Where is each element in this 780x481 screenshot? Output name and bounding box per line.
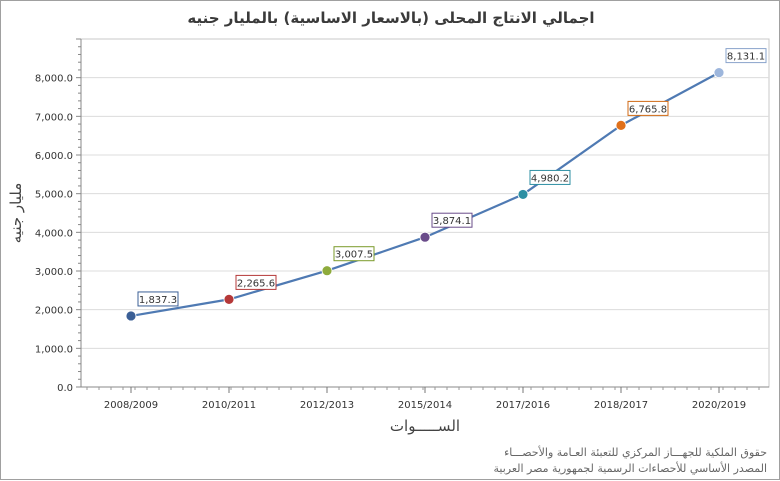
data-label-box bbox=[137, 291, 179, 307]
data-label: 8,131.1 bbox=[727, 52, 765, 63]
data-point bbox=[713, 67, 725, 78]
source-line-2: المصدر الأساسي للأحصاءات الرسمية لجمهوري… bbox=[493, 461, 767, 475]
data-label-box bbox=[235, 274, 277, 290]
data-label: 6,765.8 bbox=[629, 104, 667, 115]
y-tick-label: 3,000.0 bbox=[35, 267, 73, 278]
data-label: 3,874.1 bbox=[433, 216, 471, 227]
x-tick-label: 2020/2019 bbox=[692, 400, 746, 411]
data-label-box bbox=[333, 246, 375, 262]
axes bbox=[76, 38, 769, 393]
y-tick-labels: 0.0 1,000.0 2,000.0 3,000.0 4,000.0 5,000.0 6,… bbox=[35, 74, 73, 394]
y-tick-label: 6,000.0 bbox=[35, 151, 73, 162]
plot-area bbox=[80, 38, 770, 388]
y-tick-label: 5,000.0 bbox=[35, 190, 73, 201]
x-tick-label: 2012/2013 bbox=[300, 400, 354, 411]
data-point bbox=[419, 231, 431, 243]
x-tick-label: 2010/2011 bbox=[202, 400, 256, 411]
data-point bbox=[125, 310, 137, 322]
y-tick-label: 7,000.0 bbox=[35, 112, 73, 123]
data-label-box bbox=[529, 169, 571, 185]
data-point bbox=[517, 189, 529, 200]
data-label: 4,980.2 bbox=[531, 173, 569, 184]
x-tick-label: 2017/2016 bbox=[496, 400, 550, 411]
y-tick-label: 8,000.0 bbox=[35, 74, 73, 85]
data-label: 2,265.6 bbox=[237, 278, 275, 289]
source-line-1: حقوق الملكية للجهـــاز المركزي للتعبئة ا… bbox=[504, 445, 767, 459]
chart-title: اجمالي الانتاج المحلى (بالاسعار الاساسية… bbox=[187, 9, 594, 27]
data-points bbox=[125, 67, 725, 322]
x-tick-label: 2015/2014 bbox=[398, 400, 452, 411]
grid-lines bbox=[81, 77, 769, 349]
x-axis-title: الســـــوات bbox=[390, 417, 460, 435]
data-point bbox=[615, 119, 627, 131]
x-tick-label: 2018/2017 bbox=[594, 400, 648, 411]
x-tick-label: 2008/2009 bbox=[104, 400, 158, 411]
data-point bbox=[321, 265, 333, 277]
data-label-box bbox=[627, 100, 669, 116]
data-labels: 1,837.3 2,265.6 3,007.5 3,874.1 4,980.2 6,765… bbox=[137, 48, 767, 307]
data-label: 3,007.5 bbox=[335, 250, 373, 261]
y-tick-label: 1,000.0 bbox=[35, 344, 73, 355]
data-point bbox=[223, 293, 235, 305]
data-label-box bbox=[725, 48, 767, 64]
x-tick-labels: 2008/2009 2010/2011 2012/2013 2015/2014 2017… bbox=[104, 400, 746, 411]
data-label-box bbox=[431, 212, 473, 228]
y-tick-label: 0.0 bbox=[57, 383, 73, 394]
y-tick-label: 4,000.0 bbox=[35, 228, 73, 239]
y-axis-title: مليار جنيه bbox=[7, 183, 25, 243]
data-label: 1,837.3 bbox=[139, 295, 177, 306]
y-tick-label: 2,000.0 bbox=[35, 306, 73, 317]
